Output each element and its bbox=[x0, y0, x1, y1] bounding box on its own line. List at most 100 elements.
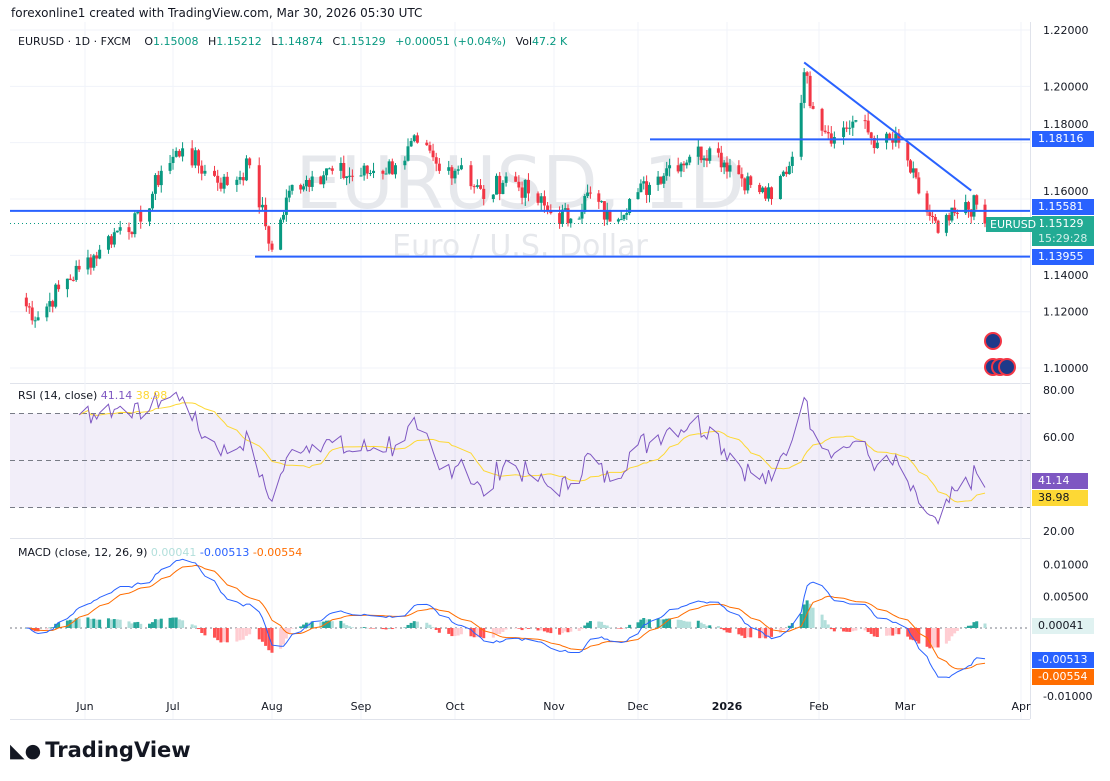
macd-histogram-bar bbox=[897, 628, 901, 635]
candle-body bbox=[260, 204, 264, 208]
macd-histogram-bar bbox=[911, 628, 915, 641]
macd-histogram-bar bbox=[287, 628, 291, 634]
candle-body bbox=[808, 75, 812, 107]
macd-histogram-bar bbox=[307, 622, 311, 628]
macd-histogram-bar bbox=[504, 628, 508, 630]
macd-histogram-bar bbox=[746, 628, 750, 638]
candle-body bbox=[387, 161, 391, 174]
candle-body bbox=[139, 211, 143, 222]
candle-body bbox=[33, 320, 37, 322]
candle-body bbox=[520, 187, 524, 198]
macd-histogram-bar bbox=[936, 628, 940, 648]
macd-histogram-bar bbox=[964, 627, 968, 628]
last-price: 1.15129 bbox=[1038, 217, 1084, 230]
candle-body bbox=[875, 142, 879, 149]
macd-histogram-bar bbox=[203, 628, 207, 636]
last-price-tag: 1.15129 15:29:28 bbox=[1032, 216, 1094, 246]
candle-body bbox=[177, 150, 181, 157]
macd-signal-value: -0.00554 bbox=[252, 546, 303, 559]
rsi-label[interactable]: RSI (14, close) bbox=[18, 389, 98, 402]
macd-histogram-bar bbox=[216, 628, 220, 641]
candle-body bbox=[740, 174, 744, 179]
candle-body bbox=[647, 184, 651, 195]
candle-body bbox=[784, 171, 788, 175]
macd-histogram-bar bbox=[453, 628, 457, 637]
candle-body bbox=[699, 146, 703, 161]
candle-body bbox=[342, 163, 346, 179]
macd-signal-line bbox=[26, 564, 986, 670]
macd-histogram-bar bbox=[495, 628, 499, 635]
macd-histogram-bar bbox=[71, 619, 75, 628]
candle-body bbox=[447, 167, 451, 171]
price-tick-label: 1.20000 bbox=[1043, 80, 1089, 93]
candle-body bbox=[536, 193, 540, 203]
macd-histogram-bar bbox=[264, 628, 268, 646]
candle-body bbox=[98, 249, 102, 259]
macd-histogram-bar bbox=[808, 603, 812, 628]
candle-body bbox=[848, 127, 852, 129]
candle-body bbox=[89, 257, 93, 268]
macd-histogram-bar bbox=[359, 627, 363, 629]
candle-body bbox=[290, 184, 294, 191]
macd-hist-value: 0.00041 bbox=[150, 546, 197, 559]
candle-body bbox=[560, 209, 564, 224]
candle-body bbox=[36, 317, 40, 321]
candle-body bbox=[475, 185, 479, 187]
candle-body bbox=[605, 210, 609, 220]
symbol-info[interactable]: EURUSD · 1D · FXCM bbox=[18, 35, 131, 48]
macd-histogram-bar bbox=[725, 628, 729, 633]
candle-body bbox=[219, 182, 223, 189]
candle-body bbox=[359, 175, 363, 177]
macd-histogram-bar bbox=[267, 628, 271, 651]
x-tick-label: Dec bbox=[627, 700, 648, 713]
macd-histogram-bar bbox=[668, 618, 672, 628]
candle-body bbox=[636, 192, 640, 200]
macd-tick-label: -0.01000 bbox=[1043, 690, 1092, 703]
x-tick-label: Aug bbox=[261, 700, 282, 713]
macd-histogram-bar bbox=[200, 628, 204, 633]
macd-histogram-bar bbox=[685, 621, 689, 628]
price-tick-label: 1.22000 bbox=[1043, 24, 1089, 37]
macd-histogram-bar bbox=[802, 604, 806, 628]
candle-body bbox=[74, 265, 78, 280]
macd-histogram-bar bbox=[656, 618, 660, 628]
candle-body bbox=[645, 181, 649, 195]
candle-body bbox=[264, 204, 268, 227]
macd-histogram-bar bbox=[260, 628, 264, 642]
candle-body bbox=[368, 173, 372, 175]
macd-label[interactable]: MACD (close, 12, 26, 9) bbox=[18, 546, 148, 559]
macd-histogram-bar bbox=[676, 619, 680, 628]
candle-body bbox=[27, 306, 31, 308]
candle-body bbox=[749, 176, 753, 185]
macd-histogram-bar bbox=[150, 622, 154, 628]
macd-histogram-bar bbox=[428, 624, 432, 628]
macd-histogram-bar bbox=[928, 628, 932, 649]
candle-body bbox=[679, 163, 683, 172]
candle-body bbox=[842, 127, 846, 138]
x-tick-label: Feb bbox=[809, 700, 828, 713]
tv-logo-icon: ◣● bbox=[10, 740, 42, 762]
price-axis-border bbox=[1030, 22, 1031, 719]
macd-histogram-bar bbox=[372, 628, 376, 629]
candle-body bbox=[302, 186, 306, 190]
support-price-tag: 1.13955 bbox=[1032, 249, 1094, 265]
macd-histogram-bar bbox=[115, 619, 119, 628]
macd-histogram-bar bbox=[625, 627, 629, 628]
open-value: 1.15008 bbox=[153, 35, 199, 48]
macd-histogram-bar bbox=[699, 622, 703, 628]
candle-body bbox=[917, 177, 921, 194]
candle-body bbox=[906, 142, 910, 161]
candle-body bbox=[781, 171, 785, 177]
open-label: O bbox=[144, 35, 154, 48]
macd-histogram-bar bbox=[193, 625, 197, 628]
tradingview-logo[interactable]: ◣● TradingView bbox=[10, 738, 191, 762]
macd-histogram-bar bbox=[171, 617, 175, 628]
macd-histogram-bar bbox=[716, 626, 720, 628]
rsi-line bbox=[78, 391, 986, 525]
candle-body bbox=[625, 213, 629, 215]
candle-body bbox=[156, 175, 160, 186]
candle-body bbox=[425, 142, 429, 146]
macd-histogram-bar bbox=[983, 623, 987, 628]
